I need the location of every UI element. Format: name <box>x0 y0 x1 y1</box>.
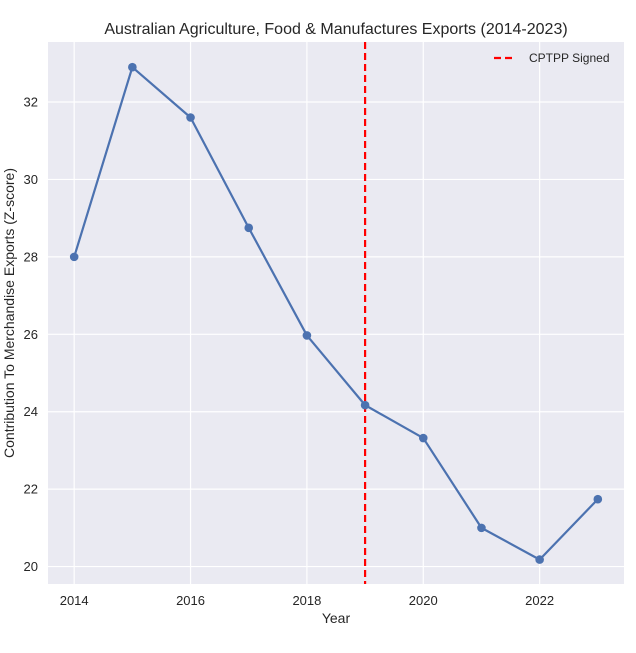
data-point <box>593 494 603 504</box>
plot-area <box>48 42 624 584</box>
x-axis-label: Year <box>322 610 351 626</box>
y-tick-label: 24 <box>24 404 38 419</box>
data-point <box>477 523 486 533</box>
data-point <box>535 555 544 564</box>
y-tick-label: 22 <box>24 482 38 497</box>
data-point <box>418 433 428 443</box>
legend: CPTPP Signed <box>494 51 610 65</box>
y-tick-label: 32 <box>24 95 38 110</box>
x-tick-label: 2016 <box>176 593 205 608</box>
series-line <box>73 66 599 561</box>
data-point <box>360 400 370 410</box>
data-point <box>69 252 79 262</box>
x-tick-label: 2018 <box>292 593 321 608</box>
data-point <box>128 62 137 72</box>
y-tick-label: 30 <box>24 172 38 187</box>
data-point <box>186 113 195 122</box>
y-axis-ticks: 20 22 24 26 28 30 32 <box>24 95 38 575</box>
data-point <box>244 223 254 233</box>
x-axis-ticks: 2014 2016 2018 2020 2022 <box>60 593 554 608</box>
series-layer <box>69 62 603 564</box>
chart-title: Australian Agriculture, Food & Manufactu… <box>104 21 567 38</box>
data-point <box>302 331 312 340</box>
x-tick-label: 2020 <box>409 593 438 608</box>
y-tick-label: 28 <box>24 249 38 264</box>
x-tick-label: 2014 <box>60 593 89 608</box>
legend-label: CPTPP Signed <box>529 51 610 65</box>
gridlines <box>48 42 624 584</box>
y-tick-label: 20 <box>24 559 38 574</box>
y-axis-label: Contribution To Merchandise Exports (Z-s… <box>1 168 17 458</box>
y-tick-label: 26 <box>24 327 38 342</box>
x-tick-label: 2022 <box>525 593 554 608</box>
